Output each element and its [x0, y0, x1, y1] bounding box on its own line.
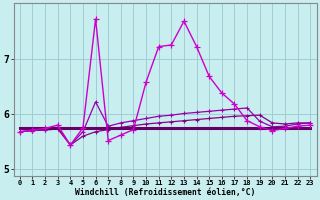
- X-axis label: Windchill (Refroidissement éolien,°C): Windchill (Refroidissement éolien,°C): [75, 188, 255, 197]
